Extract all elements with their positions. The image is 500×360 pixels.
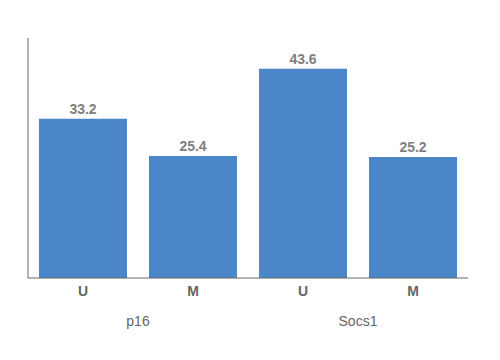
svg-text:33.2: 33.2 [69, 101, 96, 117]
svg-text:M: M [407, 283, 419, 299]
svg-text:43.6: 43.6 [289, 51, 316, 67]
svg-text:U: U [78, 283, 88, 299]
svg-text:U: U [298, 283, 308, 299]
svg-text:M: M [187, 283, 199, 299]
svg-text:25.4: 25.4 [179, 138, 206, 154]
svg-text:Socs1: Socs1 [339, 313, 378, 329]
svg-text:p16: p16 [126, 313, 150, 329]
svg-text:25.2: 25.2 [399, 139, 426, 155]
